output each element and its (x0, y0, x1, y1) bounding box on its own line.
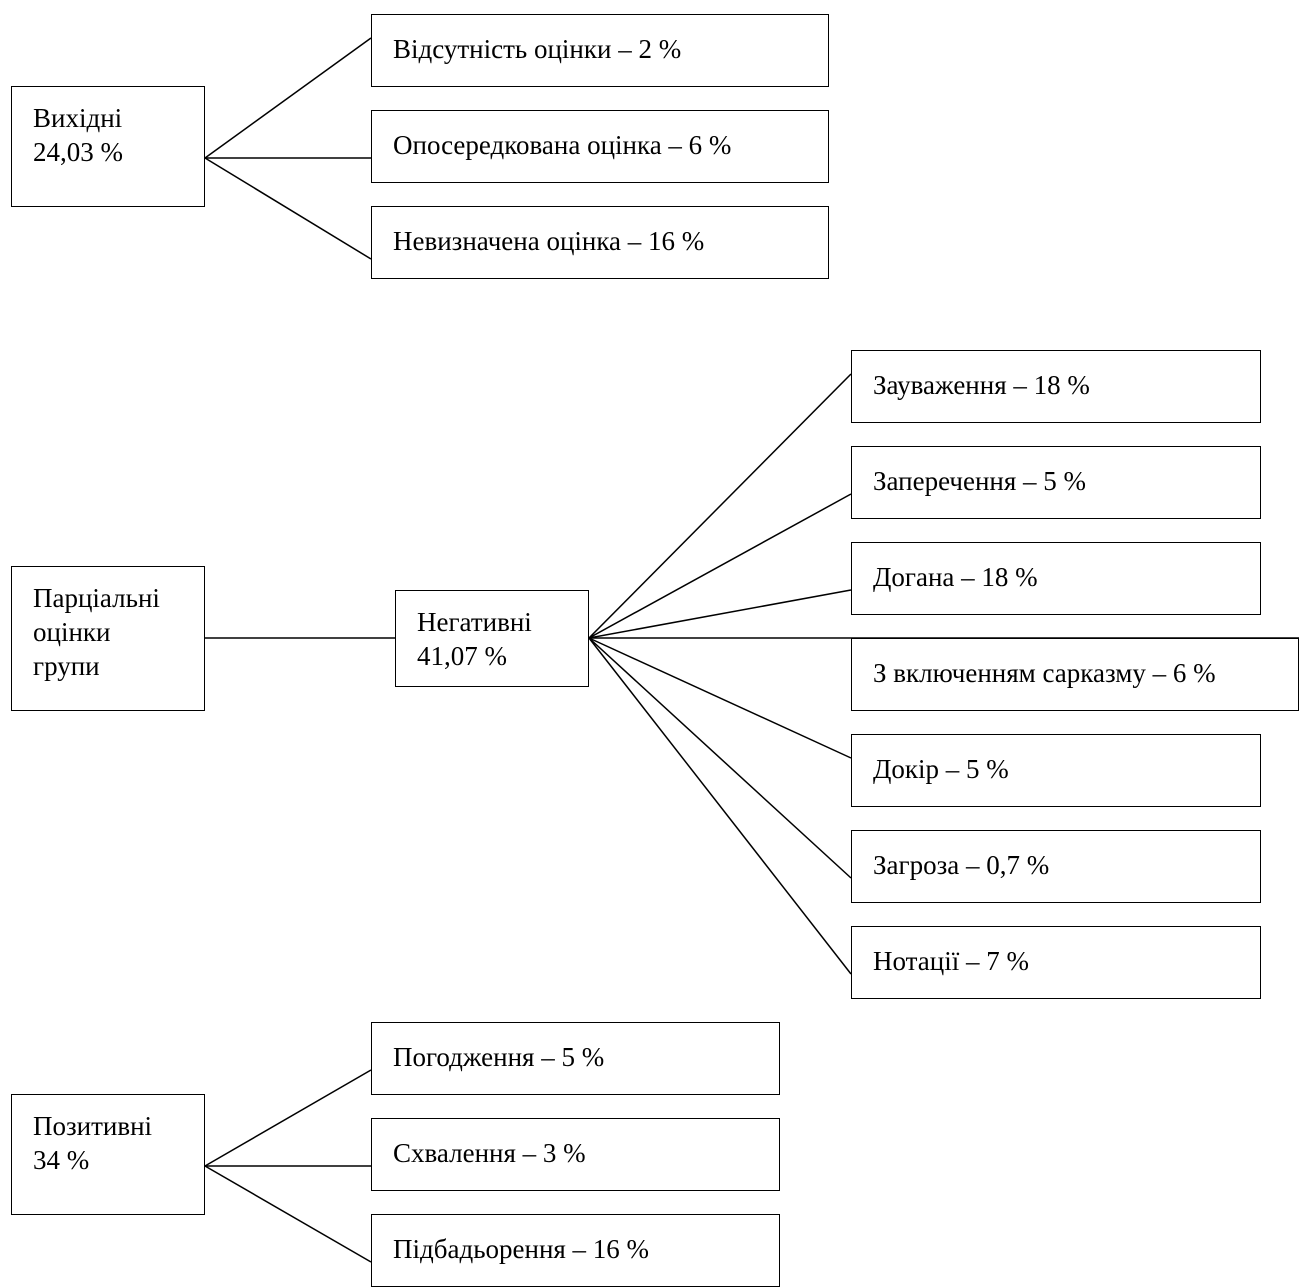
connector-vykhidni-vidsutnist (204, 37, 372, 159)
node-notatsii: Нотації – 7 % (851, 926, 1261, 999)
connector-negatyvni-zaperechennia (588, 493, 852, 639)
node-zagroza: Загроза – 0,7 % (851, 830, 1261, 903)
node-pozytyvni: Позитивні 34 % (11, 1094, 205, 1215)
node-oposeredkovana-otsinka: Опосередкована оцінка – 6 % (371, 110, 829, 183)
connector-negatyvni-notatsii (588, 637, 852, 975)
connector-negatyvni-zagroza (588, 637, 852, 879)
node-negatyvni: Негативні 41,07 % (395, 590, 589, 687)
node-partsialni-otsinky-grupy: Парціальні оцінки групи (11, 566, 205, 711)
node-zauvazhennia: Зауваження – 18 % (851, 350, 1261, 423)
node-z-vkliuchenniam-sarkazmu: З включенням сарказму – 6 % (851, 638, 1299, 711)
connector-negatyvni-zauvazhennia (588, 373, 852, 639)
node-vykhidni: Вихідні 24,03 % (11, 86, 205, 207)
connector-pozytyvni-pogodzhennia (204, 1069, 372, 1167)
node-skhvalennia: Схвалення – 3 % (371, 1118, 780, 1191)
connector-negatyvni-dokir (588, 637, 852, 759)
node-zaperechennia: Заперечення – 5 % (851, 446, 1261, 519)
node-nevyznachena-otsinka: Невизначена оцінка – 16 % (371, 206, 829, 279)
node-pogodzhennia: Погодження – 5 % (371, 1022, 780, 1095)
node-pidbadiorennia: Підбадьорення – 16 % (371, 1214, 780, 1287)
node-dogana: Догана – 18 % (851, 542, 1261, 615)
node-dokir: Докір – 5 % (851, 734, 1261, 807)
connector-pozytyvni-pidbadiorennia (204, 1165, 372, 1263)
node-vidsutnist-otsinky: Відсутність оцінки – 2 % (371, 14, 829, 87)
connector-vykhidni-nevyznachena (204, 157, 372, 260)
connector-negatyvni-dogana (588, 589, 852, 639)
